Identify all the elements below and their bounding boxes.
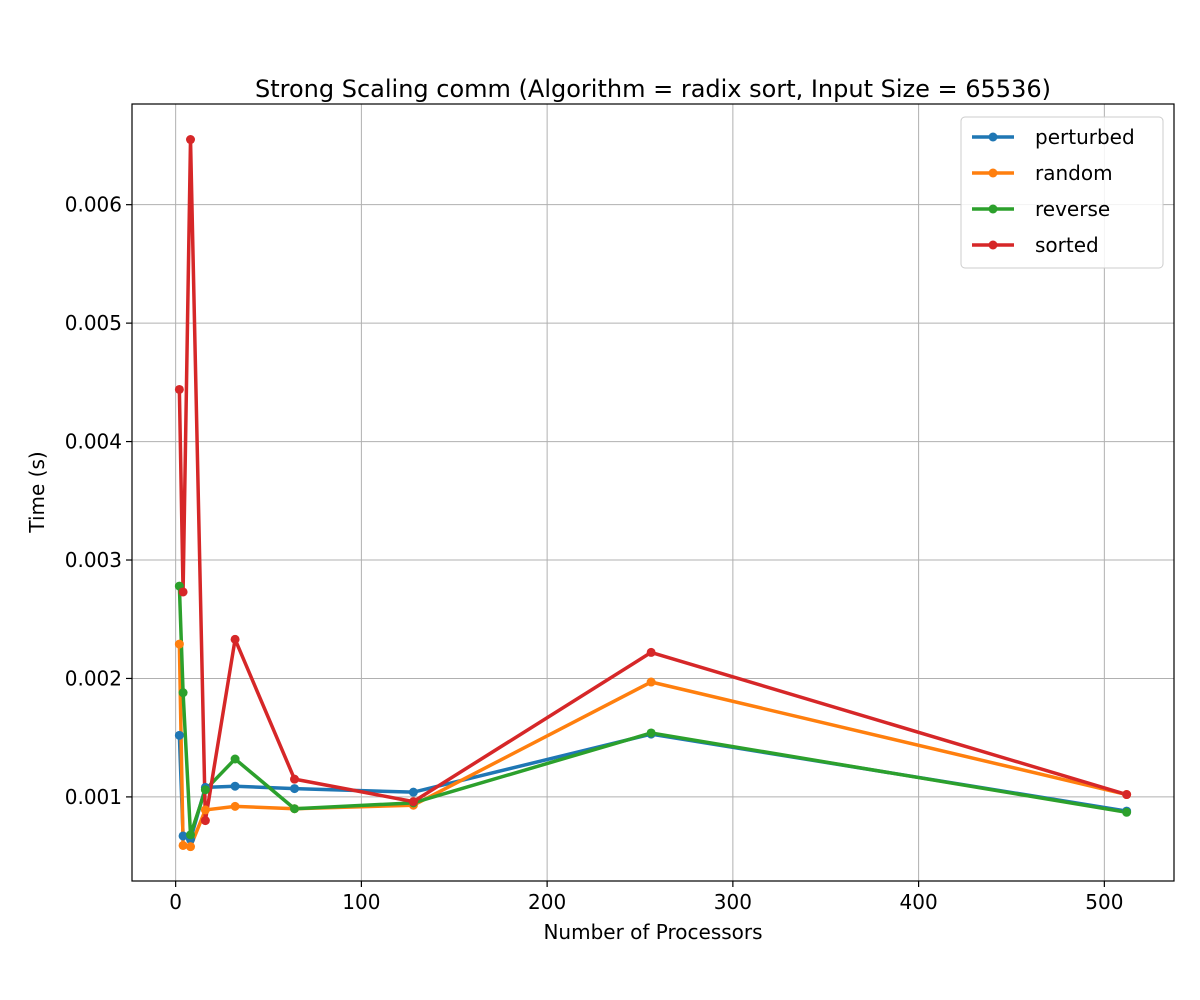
x-tick-label-2: 200 <box>528 890 566 914</box>
data-point-sorted-0 <box>174 384 184 394</box>
x-tick-label-1: 100 <box>342 890 380 914</box>
data-point-sorted-2 <box>186 135 196 145</box>
x-tick-label-5: 500 <box>1085 890 1123 914</box>
legend-label-perturbed: perturbed <box>1035 125 1135 149</box>
data-point-random-4 <box>230 801 240 811</box>
plot-frame <box>131 103 1175 882</box>
data-point-sorted-8 <box>1122 790 1132 800</box>
data-point-perturbed-1 <box>178 831 188 841</box>
y-axis-label: Time (s) <box>25 451 49 533</box>
data-point-reverse-3 <box>200 785 210 795</box>
data-point-reverse-4 <box>230 754 240 764</box>
x-axis: 0 100 200 300 400 500 <box>169 881 1123 914</box>
legend-label-sorted: sorted <box>1035 233 1099 257</box>
x-axis-label: Number of Processors <box>543 920 762 944</box>
legend-marker-perturbed <box>988 132 998 142</box>
x-tick-label-0: 0 <box>169 890 182 914</box>
legend-frame <box>960 116 1164 269</box>
legend-label-random: random <box>1035 161 1113 185</box>
data-point-reverse-7 <box>646 728 656 738</box>
y-tick-label-0: 0.001 <box>65 785 122 809</box>
x-tick-label-3: 300 <box>714 890 752 914</box>
data-point-sorted-6 <box>408 797 418 807</box>
data-point-reverse-8 <box>1122 807 1132 817</box>
data-point-sorted-1 <box>178 587 188 597</box>
y-tick-label-2: 0.003 <box>65 548 122 572</box>
y-tick-label-3: 0.004 <box>65 430 122 454</box>
y-tick-label-4: 0.005 <box>65 311 122 335</box>
data-point-random-0 <box>174 639 184 649</box>
data-point-perturbed-5 <box>290 784 300 794</box>
legend-marker-reverse <box>988 204 998 214</box>
data-point-perturbed-4 <box>230 781 240 791</box>
legend-marker-sorted <box>988 240 998 250</box>
y-tick-label-5: 0.006 <box>65 193 122 217</box>
y-tick-label-1: 0.002 <box>65 666 122 690</box>
data-point-sorted-3 <box>200 816 210 826</box>
data-point-random-7 <box>646 677 656 687</box>
data-point-reverse-5 <box>290 804 300 814</box>
series-markers <box>174 135 1132 852</box>
data-point-sorted-7 <box>646 647 656 657</box>
data-point-random-1 <box>178 840 188 850</box>
legend: perturbed random reverse sorted <box>960 116 1164 269</box>
data-point-sorted-4 <box>230 634 240 644</box>
y-axis: 0.001 0.002 0.003 0.004 0.005 0.006 <box>65 193 132 809</box>
data-point-perturbed-0 <box>174 730 184 740</box>
legend-label-reverse: reverse <box>1035 197 1110 221</box>
data-point-reverse-2 <box>186 830 196 840</box>
data-point-reverse-1 <box>178 688 188 698</box>
data-point-sorted-5 <box>290 774 300 784</box>
data-point-random-2 <box>186 842 196 852</box>
x-tick-label-4: 400 <box>900 890 938 914</box>
chart-title: Strong Scaling comm (Algorithm = radix s… <box>255 75 1051 103</box>
data-point-random-3 <box>200 805 210 815</box>
legend-marker-random <box>988 168 998 178</box>
data-point-perturbed-6 <box>408 787 418 797</box>
